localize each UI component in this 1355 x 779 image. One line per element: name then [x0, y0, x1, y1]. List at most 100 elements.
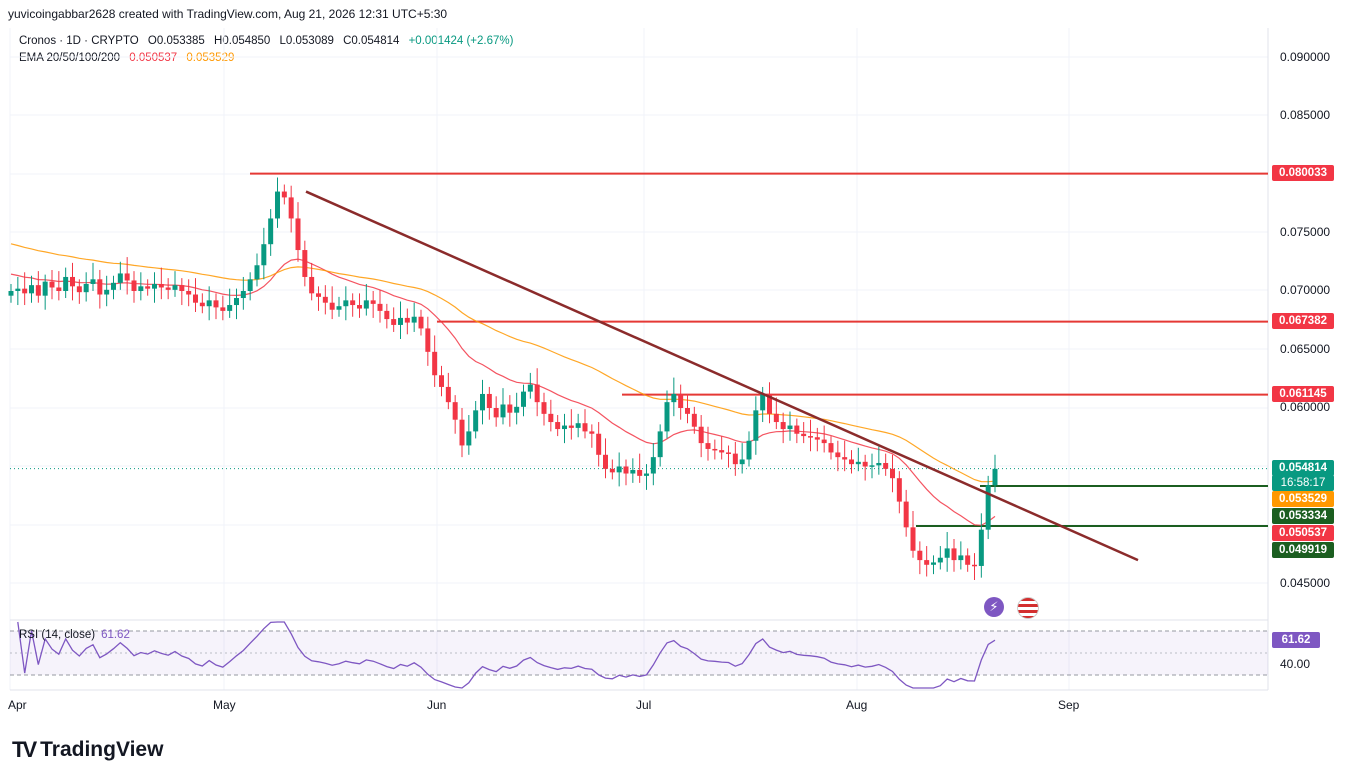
symbol-name[interactable]: Cronos · 1D · CRYPTO	[19, 35, 139, 47]
lightning-icon[interactable]: ⚡	[984, 597, 1004, 617]
rsi-label[interactable]: RSI (14, close)	[19, 629, 96, 641]
candle-body	[281, 191, 287, 198]
ema50-price-label: 0.053529	[1272, 491, 1334, 507]
candle-body	[22, 288, 28, 294]
candle-body	[637, 470, 643, 476]
candle-body	[773, 413, 779, 423]
candle-body	[473, 410, 479, 432]
candle-body	[794, 425, 800, 434]
candle-body	[398, 317, 403, 325]
candle-body	[753, 410, 759, 441]
candle-body	[562, 425, 567, 430]
candle-body	[254, 265, 260, 280]
candle-body	[767, 393, 772, 414]
support-label-2: 0.049919	[1272, 542, 1334, 558]
x-label-sep: Sep	[1058, 698, 1080, 712]
candle-body	[739, 459, 745, 465]
candle-body	[234, 298, 239, 306]
support-label-1: 0.053334	[1272, 508, 1334, 524]
us-flag-icon[interactable]	[1017, 597, 1039, 619]
candle-body	[104, 289, 110, 295]
candle-body	[220, 307, 226, 311]
candle-body	[582, 423, 588, 432]
rsi-legend-value: 61.62	[101, 629, 130, 641]
rsi-value-badge: 61.62	[1272, 632, 1320, 648]
candle-body	[15, 288, 21, 291]
y-tick-0.090: 0.090000	[1280, 50, 1331, 64]
candle-body	[363, 300, 369, 309]
candle-body	[111, 282, 116, 290]
candle-body	[63, 276, 69, 291]
brand-name: TradingView	[40, 738, 164, 761]
candle-body	[787, 425, 793, 430]
candle-body	[814, 437, 820, 440]
candle-body	[336, 306, 342, 310]
x-label-jun: Jun	[427, 698, 447, 712]
y-tick-0.070: 0.070000	[1280, 283, 1331, 297]
candle-body	[370, 300, 376, 304]
candle-body	[213, 300, 219, 308]
candle-body	[439, 375, 444, 387]
candle-body	[801, 433, 807, 437]
candle-body	[903, 501, 909, 528]
candle-body	[855, 461, 861, 465]
candle-body	[158, 283, 164, 288]
high-value: H0.054850	[214, 35, 271, 47]
low-value: L0.053089	[279, 35, 334, 47]
candle-body	[616, 466, 622, 473]
candle-body	[193, 294, 198, 303]
candle-body	[575, 423, 581, 428]
candle-body	[206, 300, 212, 307]
candle-body	[644, 473, 649, 476]
candle-body	[992, 468, 998, 486]
candle-body	[896, 478, 902, 502]
candle-body	[295, 218, 301, 251]
candle-body	[500, 404, 506, 418]
candle-body	[35, 285, 41, 296]
candle-body	[890, 468, 895, 479]
tradingview-brand[interactable]: TV TradingView	[12, 737, 163, 763]
y-tick-0.045: 0.045000	[1280, 576, 1331, 590]
candle-body	[944, 548, 950, 558]
candle-body	[664, 402, 670, 432]
candle-body	[445, 386, 451, 403]
candle-body	[609, 468, 615, 473]
resistance-label-2: 0.067382	[1272, 313, 1334, 329]
candle-body	[835, 452, 841, 458]
candle-body	[821, 439, 827, 444]
x-label-aug: Aug	[846, 698, 868, 712]
candle-body	[862, 461, 868, 467]
candle-body	[924, 560, 930, 565]
y-tick-0.065: 0.065000	[1280, 342, 1331, 356]
candle-body	[199, 302, 205, 307]
candle-body	[910, 527, 916, 551]
candle-body	[42, 281, 48, 296]
resistance-label-3: 0.061145	[1272, 386, 1334, 402]
candle-body	[49, 281, 55, 288]
candle-body	[302, 250, 308, 277]
candle-body	[350, 300, 356, 306]
candle-body	[165, 287, 171, 290]
attribution-text: yuvicoingabbar2628 created with TradingV…	[8, 7, 448, 21]
candle-body	[917, 550, 923, 561]
candle-body	[685, 408, 690, 414]
x-label-jul: Jul	[636, 698, 652, 712]
ema50-value: 0.053529	[186, 52, 235, 64]
ema50-line	[10, 243, 996, 483]
candle-body	[958, 555, 964, 561]
candle-body	[514, 406, 520, 413]
candle-body	[808, 436, 813, 438]
candle-body	[322, 296, 328, 303]
y-tick-0.060: 0.060000	[1280, 400, 1331, 414]
candle-body	[288, 197, 294, 219]
ema20-value: 0.050537	[129, 52, 178, 64]
candle-body	[965, 555, 971, 565]
candle-body	[507, 404, 513, 413]
candle-body	[138, 286, 144, 291]
candle-body	[732, 453, 738, 465]
ema-label[interactable]: EMA 20/50/100/200	[19, 52, 121, 64]
candle-body	[486, 393, 492, 408]
candle-body	[719, 450, 725, 453]
candle-body	[247, 279, 253, 291]
